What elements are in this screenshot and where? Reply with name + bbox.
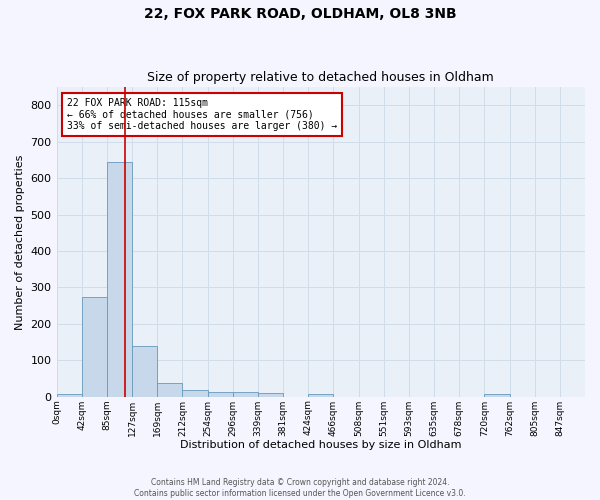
Bar — [107, 162, 132, 396]
Text: 22 FOX PARK ROAD: 115sqm
← 66% of detached houses are smaller (756)
33% of semi-: 22 FOX PARK ROAD: 115sqm ← 66% of detach… — [67, 98, 337, 131]
Text: 22, FOX PARK ROAD, OLDHAM, OL8 3NB: 22, FOX PARK ROAD, OLDHAM, OL8 3NB — [143, 8, 457, 22]
Bar — [182, 390, 208, 396]
Title: Size of property relative to detached houses in Oldham: Size of property relative to detached ho… — [148, 72, 494, 85]
Bar — [258, 393, 283, 396]
Text: Contains HM Land Registry data © Crown copyright and database right 2024.
Contai: Contains HM Land Registry data © Crown c… — [134, 478, 466, 498]
Bar — [208, 392, 233, 396]
Bar — [132, 346, 157, 397]
Y-axis label: Number of detached properties: Number of detached properties — [15, 154, 25, 330]
Bar — [233, 392, 258, 396]
X-axis label: Distribution of detached houses by size in Oldham: Distribution of detached houses by size … — [180, 440, 461, 450]
Bar — [157, 383, 182, 396]
Bar — [56, 394, 82, 396]
Bar — [484, 394, 509, 396]
Bar — [82, 296, 107, 396]
Bar — [308, 394, 334, 396]
